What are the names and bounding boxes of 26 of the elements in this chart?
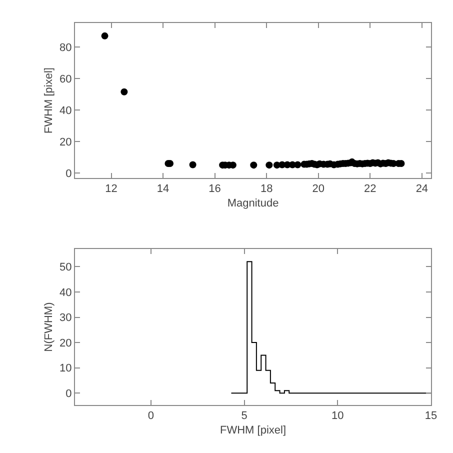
y-tick-label: 60 bbox=[60, 73, 72, 86]
x-tick-label: 14 bbox=[156, 183, 170, 196]
x-axis-title: FWHM [pixel] bbox=[220, 424, 286, 436]
y-tick-label: 10 bbox=[60, 362, 72, 375]
y-tick-label: 20 bbox=[60, 136, 72, 148]
x-tick-label: 16 bbox=[208, 183, 221, 196]
x-tick-label: 15 bbox=[424, 410, 438, 422]
x-tick-label: 20 bbox=[312, 183, 324, 196]
x-tick-label: 10 bbox=[332, 410, 344, 422]
y-tick-label: 40 bbox=[60, 286, 72, 299]
y-tick-label: 40 bbox=[60, 104, 72, 117]
y-tick-label: 80 bbox=[60, 42, 72, 54]
x-tick-label: 5 bbox=[241, 410, 248, 422]
y-tick-label: 0 bbox=[66, 168, 72, 180]
x-tick-label: 24 bbox=[416, 183, 428, 196]
y-tick-label: 20 bbox=[60, 337, 72, 350]
y-tick-label: 0 bbox=[66, 388, 72, 400]
y-axis-title: N(FWHM) bbox=[43, 302, 56, 352]
x-tick-label: 22 bbox=[364, 183, 376, 196]
x-tick-label: 18 bbox=[260, 183, 273, 196]
y-axis-title: FWHM [pixel] bbox=[43, 68, 56, 134]
y-tick-label: 30 bbox=[60, 312, 72, 324]
y-tick-label: 50 bbox=[60, 262, 72, 274]
x-axis-title: Magnitude bbox=[227, 197, 279, 210]
x-tick-label: 12 bbox=[105, 183, 118, 196]
x-tick-label: 0 bbox=[148, 410, 154, 422]
